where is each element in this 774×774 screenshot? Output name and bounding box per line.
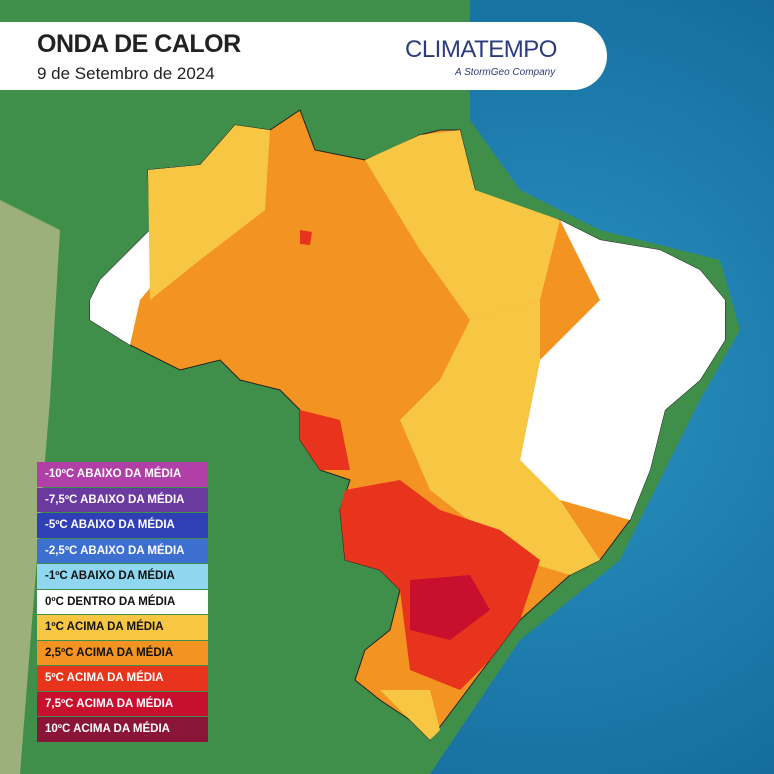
legend-item: 1ºC ACIMA DA MÉDIA: [37, 615, 208, 640]
legend-item: -7,5ºC ABAIXO DA MÉDIA: [37, 487, 208, 512]
region-warm-north: [148, 125, 270, 300]
title: ONDA DE CALOR: [37, 30, 241, 58]
legend-item: -1ºC ABAIXO DA MÉDIA: [37, 564, 208, 589]
header: ONDA DE CALOR 9 de Setembro de 2024 CLIM…: [0, 22, 607, 90]
subtitle: 9 de Setembro de 2024: [37, 64, 215, 83]
region-warm-northeast: [365, 130, 560, 320]
region-warm-center: [400, 300, 600, 575]
region-warm-south: [380, 690, 440, 740]
legend: -10ºC ABAIXO DA MÉDIA -7,5ºC ABAIXO DA MÉ…: [37, 462, 208, 743]
logo-tagline: A StormGeo Company: [455, 67, 556, 78]
legend-item: 5ºC ACIMA DA MÉDIA: [37, 666, 208, 691]
region-normal-east: [520, 220, 725, 520]
region-hot-spot: [300, 230, 312, 245]
legend-item: -10ºC ABAIXO DA MÉDIA: [37, 462, 208, 487]
legend-item: -2,5ºC ABAIXO DA MÉDIA: [37, 538, 208, 563]
region-hot-west: [300, 410, 350, 470]
logo: CLIMATEMPO: [405, 36, 557, 63]
legend-item: 10ºC ACIMA DA MÉDIA: [37, 717, 208, 742]
legend-item: 0ºC DENTRO DA MÉDIA: [37, 589, 208, 614]
legend-item: -5ºC ABAIXO DA MÉDIA: [37, 513, 208, 538]
andes: [0, 200, 60, 774]
legend-item: 2,5ºC ACIMA DA MÉDIA: [37, 640, 208, 665]
legend-item: 7,5ºC ACIMA DA MÉDIA: [37, 691, 208, 716]
region-very-hot: [410, 575, 490, 640]
